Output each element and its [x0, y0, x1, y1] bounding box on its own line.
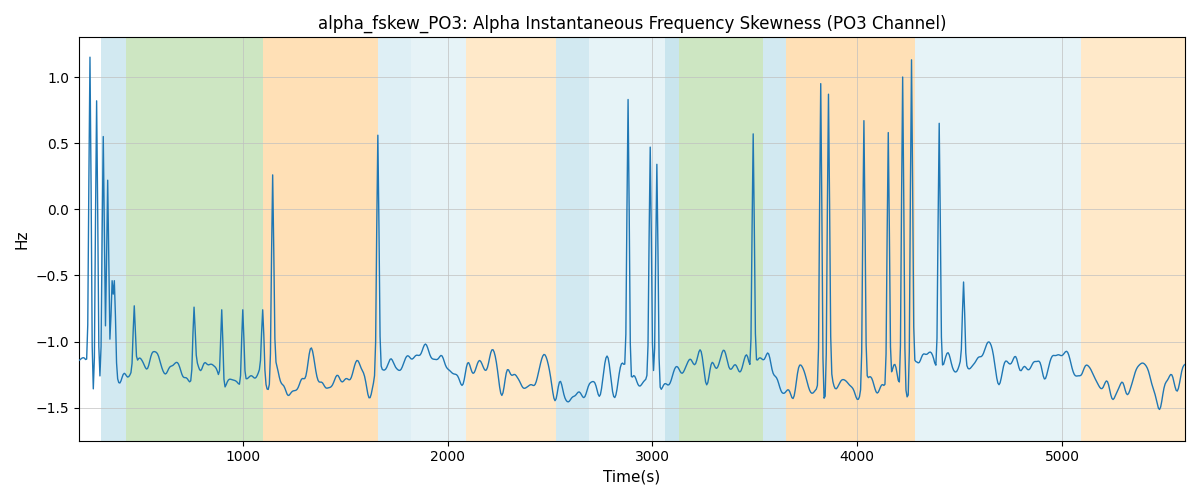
Bar	[914, 38, 1009, 440]
Bar	[589, 38, 665, 440]
Bar	[410, 38, 466, 440]
Bar	[679, 38, 763, 440]
Bar	[786, 38, 824, 440]
Bar	[824, 38, 914, 440]
Bar	[126, 38, 263, 440]
Title: alpha_fskew_PO3: Alpha Instantaneous Frequency Skewness (PO3 Channel): alpha_fskew_PO3: Alpha Instantaneous Fre…	[318, 15, 947, 34]
Bar	[556, 38, 589, 440]
Bar	[102, 38, 126, 440]
Bar	[665, 38, 679, 440]
Bar	[263, 38, 378, 440]
X-axis label: Time(s): Time(s)	[604, 470, 660, 485]
Bar	[1080, 38, 1186, 440]
Y-axis label: Hz: Hz	[14, 230, 30, 249]
Bar	[1009, 38, 1080, 440]
Bar	[466, 38, 556, 440]
Bar	[378, 38, 410, 440]
Bar	[763, 38, 786, 440]
